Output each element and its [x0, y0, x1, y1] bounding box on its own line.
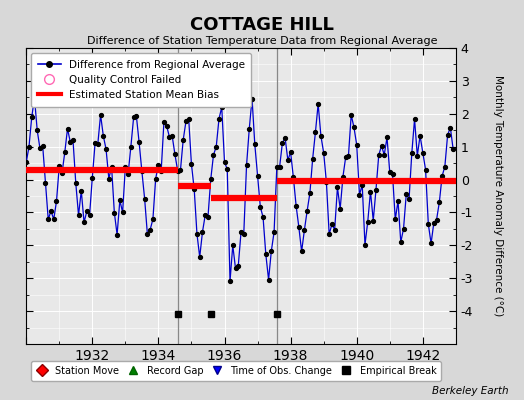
Legend: Station Move, Record Gap, Time of Obs. Change, Empirical Break: Station Move, Record Gap, Time of Obs. C… [31, 361, 441, 380]
Text: Berkeley Earth: Berkeley Earth [432, 386, 508, 396]
Y-axis label: Monthly Temperature Anomaly Difference (°C): Monthly Temperature Anomaly Difference (… [493, 75, 503, 317]
Text: COTTAGE HILL: COTTAGE HILL [190, 16, 334, 34]
Text: Difference of Station Temperature Data from Regional Average: Difference of Station Temperature Data f… [87, 36, 437, 46]
